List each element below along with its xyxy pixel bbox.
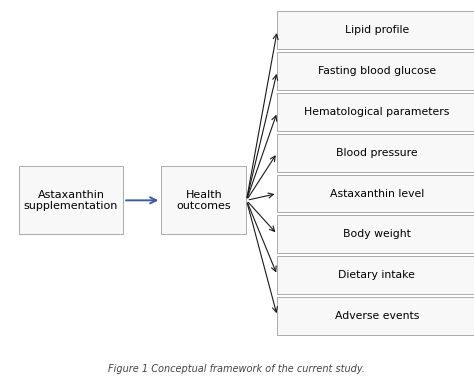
Text: Blood pressure: Blood pressure bbox=[336, 148, 418, 158]
Text: Astaxanthin
supplementation: Astaxanthin supplementation bbox=[24, 189, 119, 211]
FancyBboxPatch shape bbox=[277, 52, 474, 90]
Text: Figure 1 Conceptual framework of the current study.: Figure 1 Conceptual framework of the cur… bbox=[109, 364, 365, 374]
Text: Astaxanthin level: Astaxanthin level bbox=[330, 189, 424, 198]
FancyBboxPatch shape bbox=[277, 134, 474, 172]
Text: Health
outcomes: Health outcomes bbox=[176, 189, 231, 211]
FancyBboxPatch shape bbox=[277, 93, 474, 131]
Text: Lipid profile: Lipid profile bbox=[345, 25, 409, 35]
FancyBboxPatch shape bbox=[277, 215, 474, 253]
FancyBboxPatch shape bbox=[19, 166, 123, 234]
FancyBboxPatch shape bbox=[277, 11, 474, 49]
FancyBboxPatch shape bbox=[277, 175, 474, 212]
FancyBboxPatch shape bbox=[277, 297, 474, 335]
FancyBboxPatch shape bbox=[277, 256, 474, 294]
Text: Adverse events: Adverse events bbox=[335, 311, 419, 321]
Text: Dietary intake: Dietary intake bbox=[338, 270, 415, 280]
Text: Hematological parameters: Hematological parameters bbox=[304, 107, 449, 117]
FancyBboxPatch shape bbox=[161, 166, 246, 234]
Text: Fasting blood glucose: Fasting blood glucose bbox=[318, 66, 436, 76]
Text: Body weight: Body weight bbox=[343, 229, 411, 239]
